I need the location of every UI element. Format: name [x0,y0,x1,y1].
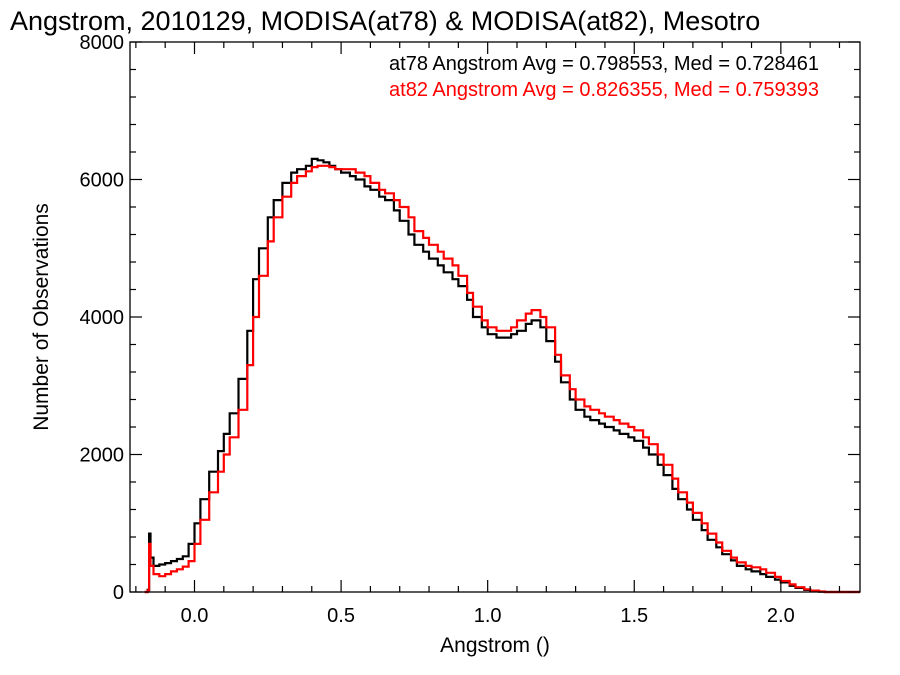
series-at78-line [144,157,860,594]
chart-title: Angstrom, 2010129, MODISA(at78) & MODISA… [10,6,760,36]
y-tick-label: 0 [113,582,124,604]
y-tick-label: 2000 [80,445,125,467]
series-layer [144,157,860,594]
x-tick-label: 1.0 [474,605,502,627]
y-tick-label: 4000 [80,307,125,329]
plot-frame [129,41,861,593]
x-tick-label: 0.5 [327,605,355,627]
annotation-at82: at82 Angstrom Avg = 0.826355, Med = 0.75… [389,79,819,101]
x-axis: 0.0 0.5 1.0 1.5 2.0 [135,42,841,627]
x-tick-label: 0.0 [181,605,209,627]
x-tick-label: 1.5 [620,605,648,627]
y-axis: 0 2000 4000 6000 8000 [80,32,860,604]
series-at82-line [144,164,860,594]
x-axis-label: Angstrom () [440,634,550,657]
x-tick-label: 2.0 [767,605,795,627]
y-tick-label: 8000 [80,32,125,54]
annotation-at78: at78 Angstrom Avg = 0.798553, Med = 0.72… [389,53,819,75]
y-tick-label: 6000 [80,170,125,192]
y-axis-label: Number of Observations [30,203,53,431]
